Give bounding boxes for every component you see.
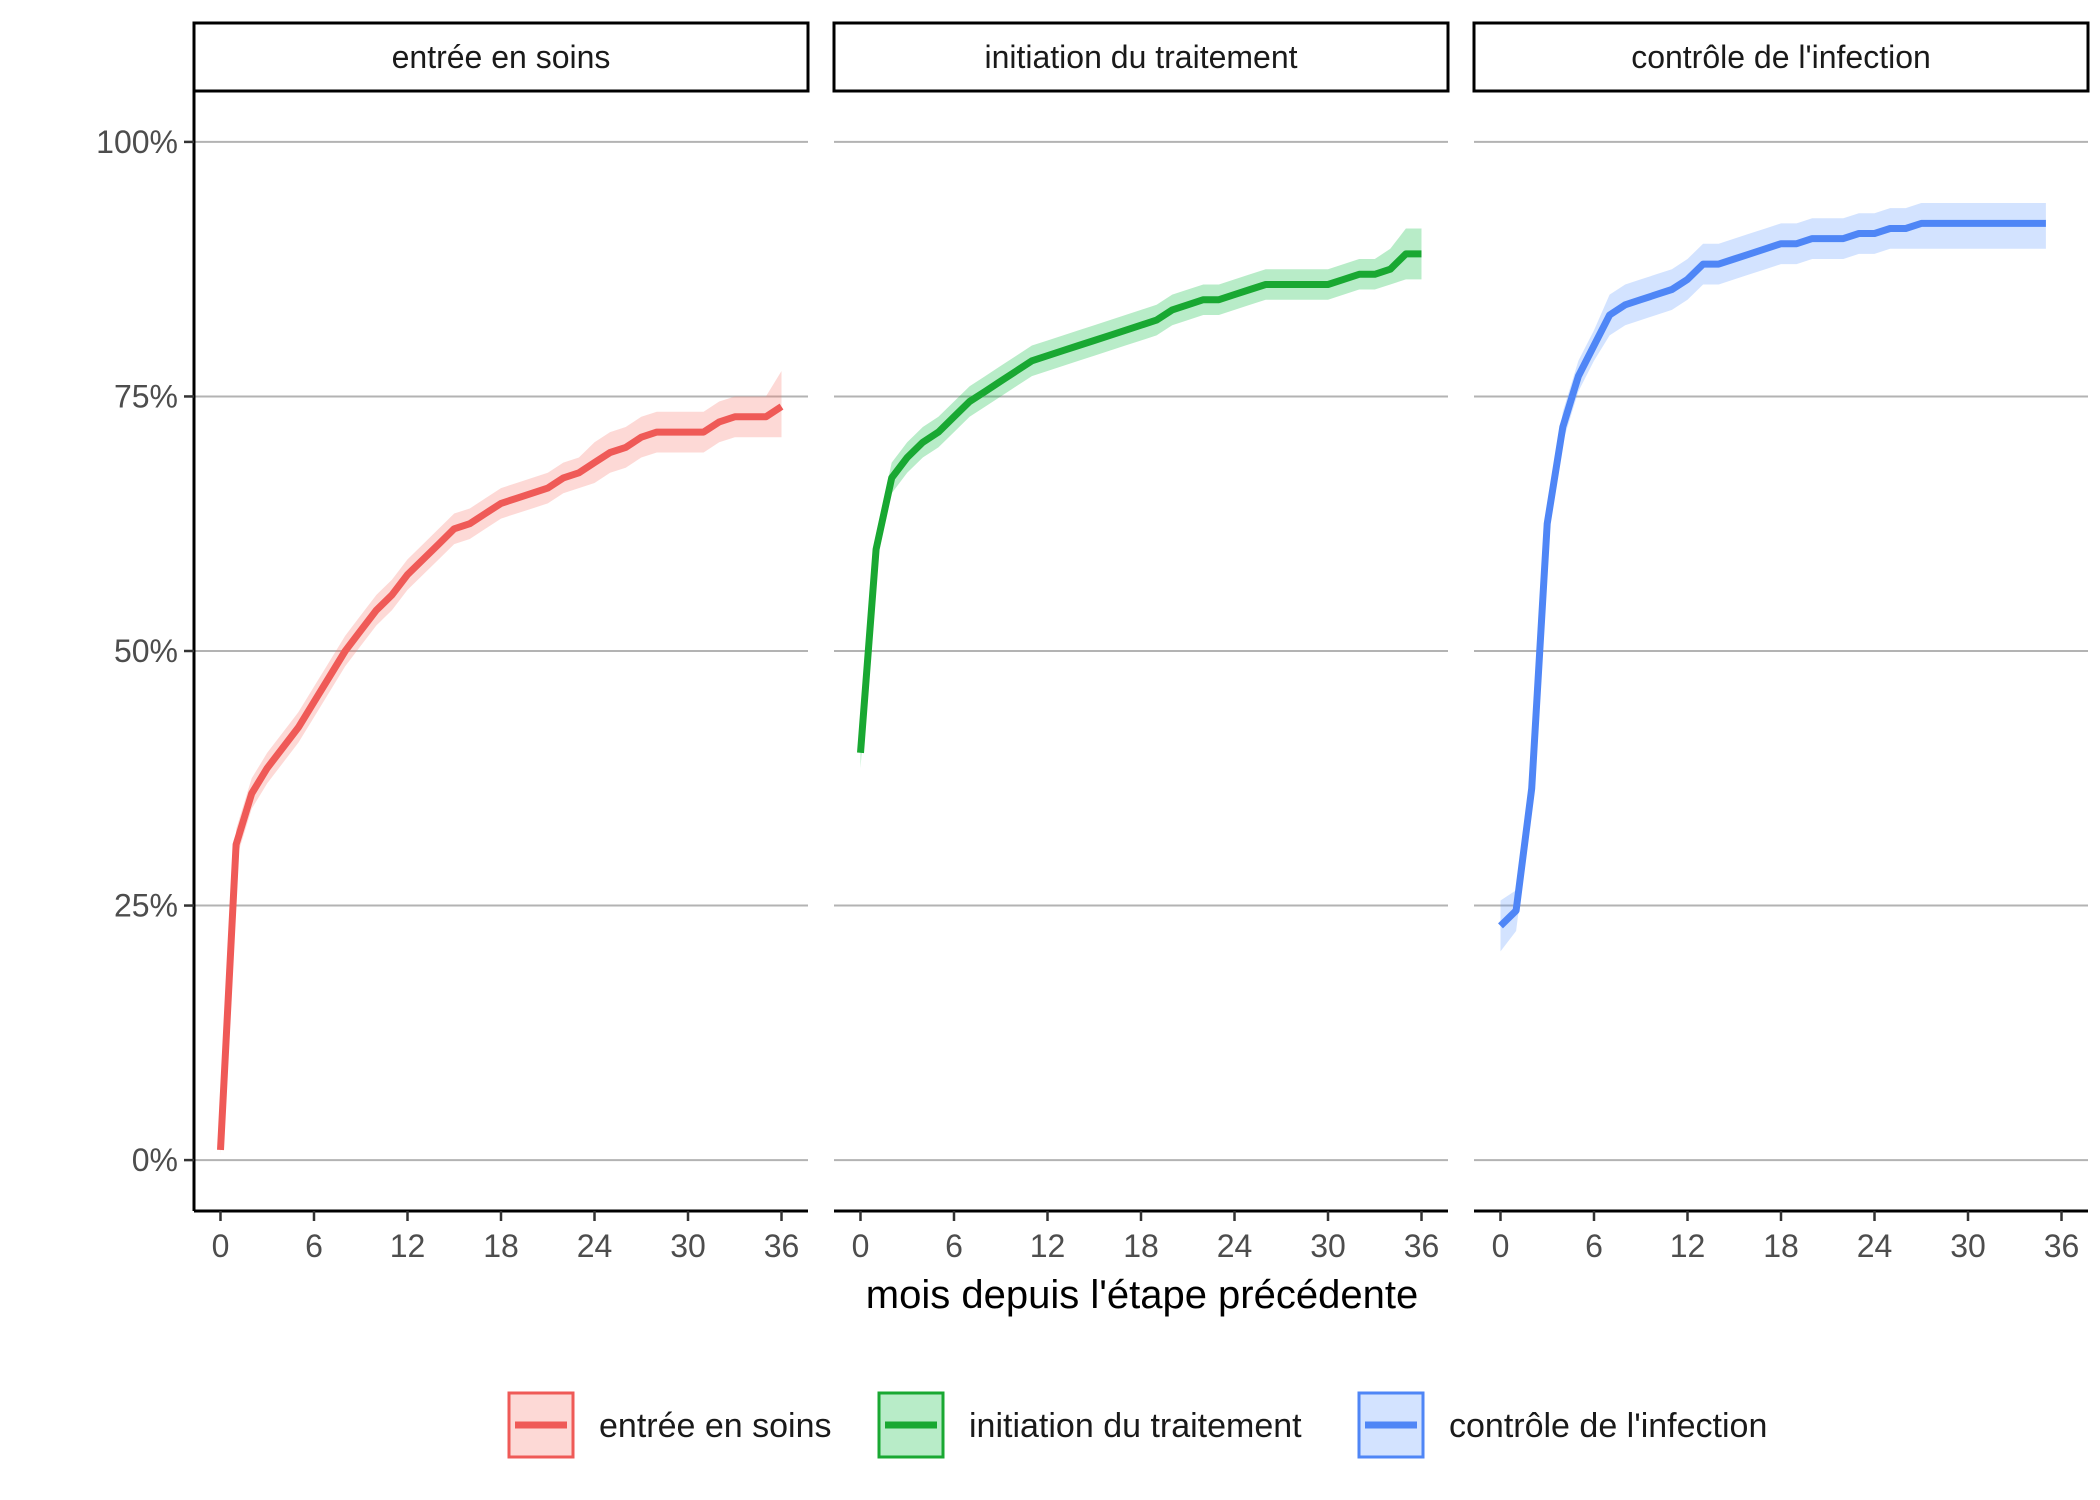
panel-title: entrée en soins [392,39,611,75]
legend-item: entrée en soins [507,1391,832,1459]
legend-item: contrôle de l'infection [1357,1391,1767,1459]
chart-panels: entrée en soins 0 6 12 18 24 30 36 0% 25% 50% 75% 10… [96,21,2090,1264]
x-tick-label: 36 [2044,1228,2080,1264]
legend-item: initiation du traitement [877,1391,1302,1459]
panel-strip [1472,21,2090,93]
x-tick-label: 36 [764,1228,800,1264]
y-tick-label: 100% [96,124,178,160]
series-line [217,403,784,1151]
legend: entrée en soins initiation du traitement c… [507,1391,1767,1459]
x-tick-label: 0 [1492,1228,1510,1264]
panel: entrée en soins 0 6 12 18 24 30 36 0% 25% 50% 75% 10… [96,21,810,1264]
x-tick-label: 30 [1310,1228,1346,1264]
series-line [857,250,1422,754]
panel: initiation du traitement 0 6 12 18 24 30 36 [832,21,1450,1264]
x-tick-label: 30 [1950,1228,1986,1264]
confidence-band [860,228,1422,769]
y-tick-label: 75% [114,378,178,414]
x-tick-label: 6 [305,1228,323,1264]
x-tick-label: 0 [212,1228,230,1264]
confidence-band [1500,203,2046,952]
y-tick-label: 25% [114,888,178,924]
panel-title: initiation du traitement [984,39,1297,75]
x-tick-label: 6 [945,1228,963,1264]
x-tick-label: 18 [1763,1228,1799,1264]
x-tick-label: 30 [670,1228,706,1264]
x-tick-label: 12 [1030,1228,1066,1264]
panel-strip [192,21,810,93]
x-tick-label: 24 [1857,1228,1893,1264]
panel-title: contrôle de l'infection [1631,39,1931,75]
x-tick-label: 12 [1670,1228,1706,1264]
x-tick-label: 24 [577,1228,613,1264]
x-axis-title: mois depuis l'étape précédente [866,1273,1418,1317]
panel-strip [832,21,1450,93]
legend-label: contrôle de l'infection [1449,1407,1767,1445]
x-tick-label: 24 [1217,1228,1253,1264]
confidence-band [220,371,782,1155]
x-tick-label: 18 [1123,1228,1159,1264]
x-tick-label: 18 [483,1228,519,1264]
legend-label: entrée en soins [599,1407,832,1445]
x-tick-label: 12 [390,1228,426,1264]
x-tick-label: 0 [852,1228,870,1264]
panel: contrôle de l'infection 0 6 12 18 24 30 36 [1472,21,2090,1264]
x-tick-label: 6 [1585,1228,1603,1264]
y-tick-label: 0% [132,1142,178,1178]
legend-label: initiation du traitement [969,1407,1302,1445]
series-line [1498,219,2046,929]
y-tick-label: 50% [114,633,178,669]
x-tick-label: 36 [1404,1228,1440,1264]
